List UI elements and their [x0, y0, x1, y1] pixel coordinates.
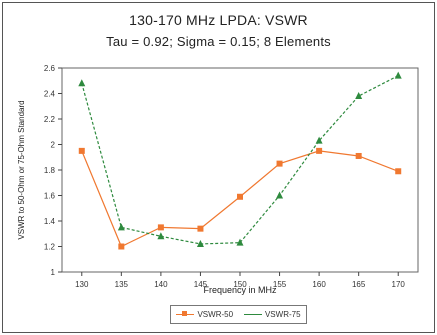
x-tick-label: 135	[115, 280, 129, 289]
legend-swatch-vswr-75	[243, 314, 262, 315]
data-point-triangle	[355, 92, 363, 100]
x-tick-label: 170	[392, 280, 406, 289]
legend-entry-vswr-75: VSWR-75	[243, 310, 301, 319]
y-tick-label: 2.2	[44, 115, 56, 124]
y-tick-label: 1.2	[44, 243, 56, 252]
x-tick-label: 155	[273, 280, 287, 289]
legend: VSWR-50 VSWR-75	[170, 305, 307, 324]
data-point-square	[197, 225, 204, 232]
data-point-triangle	[236, 238, 244, 246]
chart-subtitle: Tau = 0.92; Sigma = 0.15; 8 Elements	[106, 34, 331, 49]
x-tick-label: 165	[352, 280, 366, 289]
chart-frame	[2, 2, 435, 333]
data-point-triangle	[394, 71, 402, 79]
y-tick-label: 1.6	[44, 192, 56, 201]
legend-label-vswr-50: VSWR-50	[197, 310, 234, 319]
y-tick-label: 2.6	[44, 64, 56, 73]
series-line-1	[81, 75, 399, 245]
x-axis-label: Frequency in MHz	[203, 285, 277, 295]
data-point-square	[118, 243, 125, 250]
y-tick-label: 2.4	[44, 90, 56, 99]
data-point-square	[395, 168, 402, 175]
data-point-triangle	[78, 79, 86, 87]
data-point-square	[316, 147, 323, 154]
y-tick-label: 1.4	[44, 217, 56, 226]
data-point-triangle	[315, 136, 323, 144]
data-point-square	[237, 193, 243, 200]
x-tick-label: 150	[233, 280, 247, 289]
data-point-triangle	[196, 239, 204, 247]
y-tick-label: 1.8	[44, 166, 56, 175]
data-point-square	[355, 152, 362, 159]
chart-title: 130-170 MHz LPDA: VSWR	[129, 12, 308, 28]
y-tick-label: 1	[51, 268, 56, 277]
data-point-square	[78, 147, 85, 154]
legend-label-vswr-75: VSWR-75	[264, 310, 301, 319]
legend-entry-vswr-50: VSWR-50	[176, 310, 233, 319]
data-point-triangle	[276, 191, 284, 199]
y-axis-label: VSWR to 50-Ohm or 75-Ohm Standard	[17, 100, 26, 239]
x-tick-label: 160	[312, 280, 326, 289]
legend-swatch-vswr-50	[176, 311, 195, 316]
x-tick-label: 145	[194, 280, 208, 289]
data-point-triangle	[157, 232, 165, 240]
x-tick-label: 130	[75, 280, 89, 289]
data-point-square	[157, 224, 164, 231]
y-tick-label: 2	[51, 141, 56, 150]
data-point-triangle	[117, 223, 125, 231]
x-tick-label: 140	[154, 280, 168, 289]
data-point-square	[276, 160, 283, 167]
